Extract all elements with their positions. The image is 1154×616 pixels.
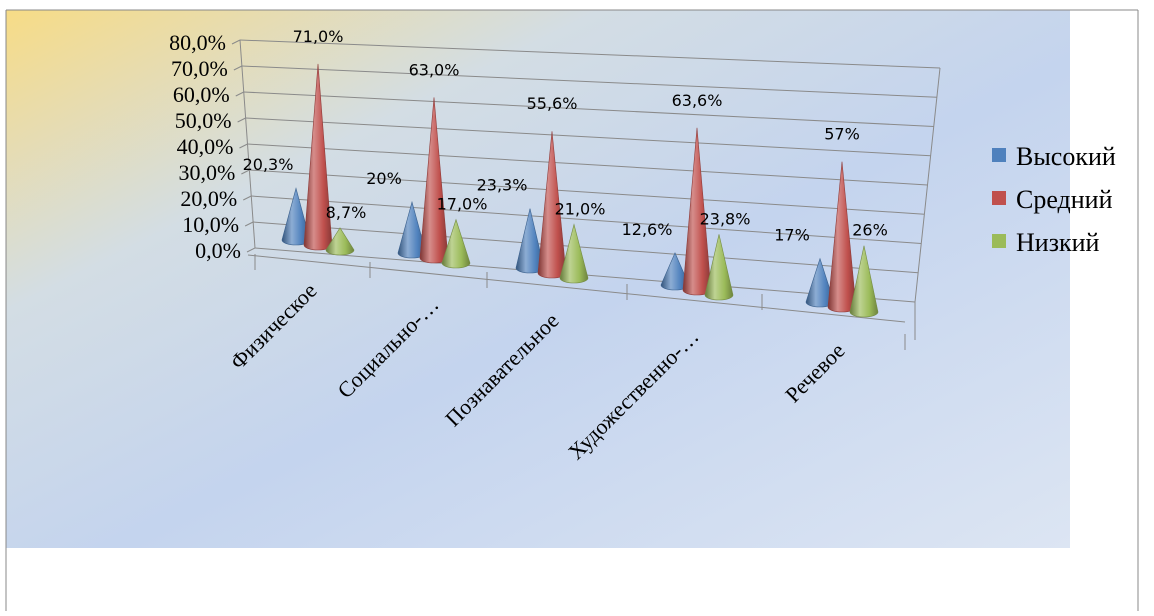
x-axis-line	[247, 254, 906, 323]
data-label: 17%	[774, 226, 810, 245]
cones	[281, 63, 879, 318]
data-label: 8,7%	[326, 203, 367, 222]
y-tick-label: 60,0%	[173, 82, 230, 107]
data-label: 71,0%	[293, 27, 344, 46]
data-label: 63,0%	[409, 60, 460, 79]
gridline	[249, 169, 925, 215]
data-label: 20,3%	[243, 155, 294, 174]
data-label: 21,0%	[555, 199, 606, 218]
gridline-stub	[231, 39, 241, 45]
data-label: 23,3%	[477, 176, 528, 195]
data-label: 23,8%	[700, 209, 751, 228]
data-label: 12,6%	[622, 220, 673, 239]
y-tick-label: 80,0%	[169, 30, 226, 55]
data-label: 57%	[824, 125, 860, 144]
data-labels: 20,3% 71,0% 8,7% 20% 63,0% 17,0%23,3% 55,6% 21,…	[243, 27, 888, 245]
data-label: 20%	[366, 169, 402, 188]
chart-background	[6, 10, 1070, 548]
y-tick-label: 40,0%	[177, 134, 234, 159]
grid	[231, 39, 941, 350]
gridline	[253, 221, 919, 274]
cone-mark	[325, 227, 355, 256]
cone-mark	[559, 223, 589, 284]
back-wall-left-edge	[239, 39, 256, 249]
y-tick-label: 20,0%	[180, 186, 237, 211]
cone-mark	[441, 218, 471, 269]
data-label: 26%	[852, 221, 888, 240]
gridline	[251, 195, 922, 244]
legend-swatch	[992, 191, 1006, 205]
gridline-stub	[235, 91, 244, 97]
data-label: 63,6%	[672, 91, 723, 110]
y-tick-label: 10,0%	[182, 212, 239, 237]
y-tick-label: 50,0%	[175, 108, 232, 133]
gridline-stub	[243, 195, 252, 201]
cone-mark	[704, 234, 734, 301]
gridline-stub	[233, 65, 243, 71]
legend-swatch	[992, 148, 1006, 162]
y-tick-label: 0,0%	[195, 238, 241, 263]
legend-swatch	[992, 234, 1006, 248]
gridline	[241, 65, 937, 98]
legend-label: Низкий	[1016, 228, 1100, 257]
gridline-stub	[237, 117, 246, 123]
y-tick-label: 30,0%	[179, 160, 236, 185]
legend-label: Средний	[1016, 185, 1113, 214]
y-tick-label: 70,0%	[171, 56, 228, 81]
gridline	[247, 143, 928, 186]
gridline-stub	[244, 221, 254, 227]
data-label: 17,0%	[437, 195, 488, 214]
legend-label: Высокий	[1016, 142, 1116, 171]
gridline-stub	[239, 143, 248, 149]
gridline	[243, 91, 934, 127]
legend: Высокий Средний Низкий	[992, 142, 1116, 257]
gridline	[239, 39, 941, 69]
data-label: 55,6%	[527, 94, 578, 113]
back-wall-right-edge	[914, 67, 941, 303]
gridline-stub	[246, 247, 256, 253]
y-axis-ticks: 0,0%10,0%20,0%30,0%40,0%50,0%60,0%70,0%8…	[169, 30, 241, 263]
cone-mark	[849, 245, 879, 318]
gridline	[245, 117, 931, 157]
gridline-stub	[241, 169, 250, 175]
